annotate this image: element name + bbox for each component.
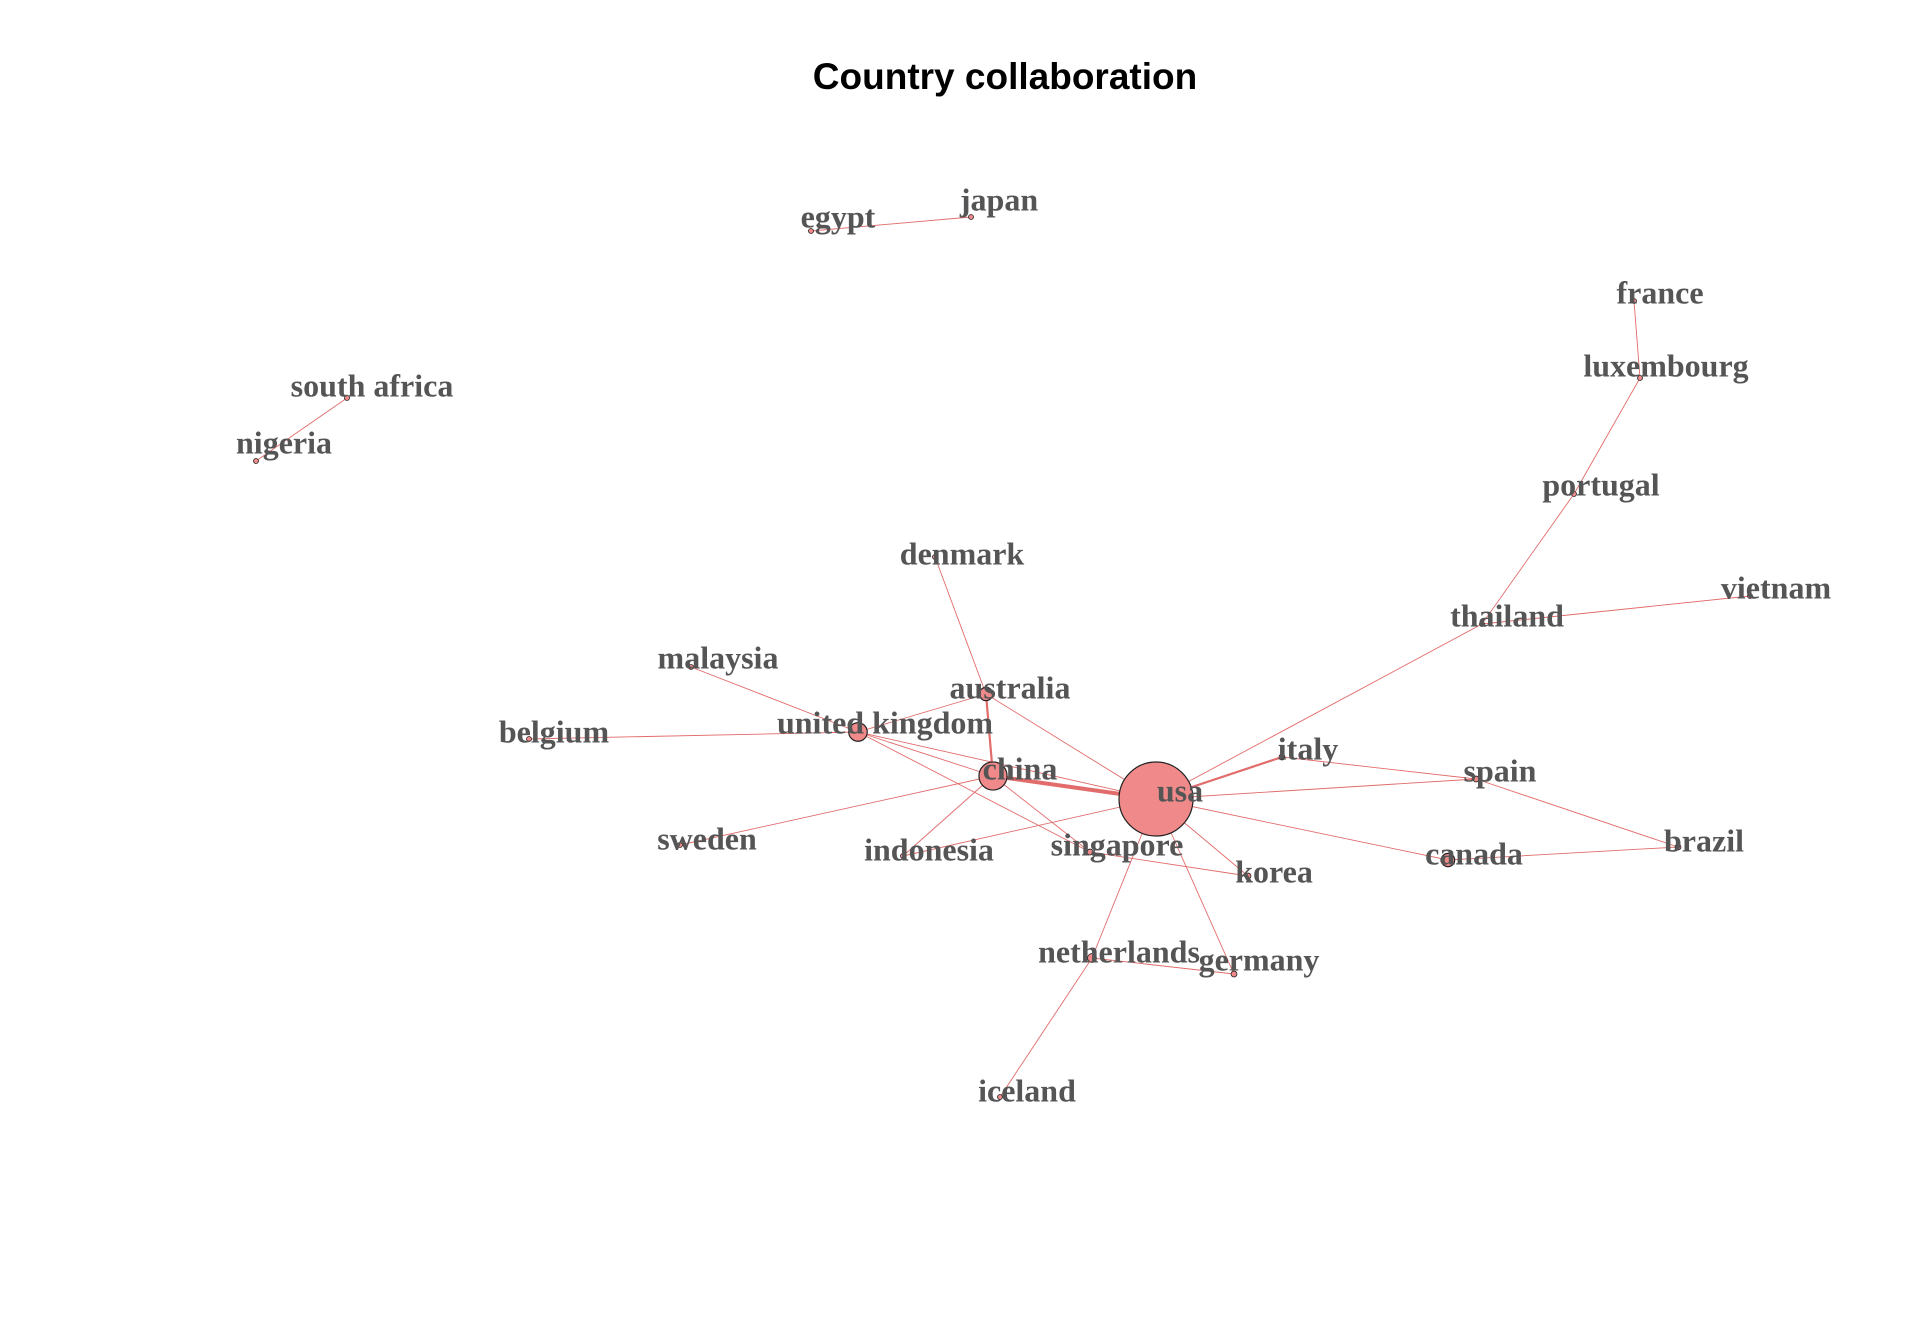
edge-canada-brazil xyxy=(1447,846,1679,861)
node-sweden xyxy=(677,842,683,848)
node-label-denmark: denmark xyxy=(900,535,1025,571)
node-denmark xyxy=(932,554,938,560)
node-south_africa xyxy=(344,395,350,401)
node-label-vietnam: vietnam xyxy=(1721,569,1832,605)
node-korea xyxy=(1244,872,1252,880)
node-nigeria xyxy=(253,458,259,464)
edge-usa-spain xyxy=(1155,778,1477,800)
node-label-luxembourg: luxembourg xyxy=(1583,347,1748,383)
node-vietnam xyxy=(1747,593,1753,599)
node-usa xyxy=(1118,761,1194,837)
node-label-thailand: thailand xyxy=(1450,597,1564,633)
node-label-canada: canada xyxy=(1425,835,1523,871)
edge-egypt-japan xyxy=(810,216,972,232)
edge-china-sweden xyxy=(679,775,994,846)
chart-title: Country collaboration xyxy=(812,56,1198,97)
edge-uk-australia xyxy=(857,693,987,733)
edge-singapore-korea xyxy=(1089,851,1249,877)
edges-layer xyxy=(255,216,1751,1098)
node-spain xyxy=(1472,775,1480,783)
edge-uk-china xyxy=(857,731,994,777)
node-label-indonesia: indonesia xyxy=(864,831,994,867)
node-label-brazil: brazil xyxy=(1664,822,1744,858)
node-uk xyxy=(848,722,868,742)
edge-thailand-portugal xyxy=(1481,493,1575,625)
node-brazil xyxy=(1674,843,1682,851)
edge-uk-singapore xyxy=(857,731,1091,853)
edge-australia-denmark xyxy=(934,556,987,695)
node-belgium xyxy=(526,736,532,742)
edge-usa-uk xyxy=(857,731,1157,800)
node-label-malaysia: malaysia xyxy=(658,639,779,675)
edge-thailand-vietnam xyxy=(1481,595,1751,625)
edge-portugal-luxembourg xyxy=(1573,377,1641,495)
node-label-china: china xyxy=(983,750,1058,786)
node-label-germany: germany xyxy=(1199,941,1320,977)
node-label-uk: united kingdom xyxy=(777,704,993,740)
edge-italy-spain xyxy=(1281,756,1477,780)
edge-south_africa-nigeria xyxy=(255,397,348,462)
node-france xyxy=(1631,298,1637,304)
node-netherlands xyxy=(1087,953,1097,963)
edge-china-singapore xyxy=(992,775,1091,853)
node-label-nigeria: nigeria xyxy=(236,424,332,460)
node-portugal xyxy=(1571,491,1577,497)
node-japan xyxy=(968,214,974,220)
edge-netherlands-iceland xyxy=(999,957,1093,1098)
node-canada xyxy=(1440,852,1456,868)
node-italy xyxy=(1278,753,1286,761)
node-singapore xyxy=(1086,848,1094,856)
edge-usa-indonesia xyxy=(902,798,1157,857)
node-label-japan: japan xyxy=(959,181,1038,217)
node-thailand xyxy=(1479,621,1485,627)
node-germany xyxy=(1230,970,1238,978)
node-label-usa: usa xyxy=(1157,772,1203,808)
node-label-belgium: belgium xyxy=(499,713,610,749)
node-label-australia: australia xyxy=(950,669,1071,705)
node-label-italy: italy xyxy=(1278,730,1338,766)
edge-netherlands-germany xyxy=(1091,957,1235,975)
node-luxembourg xyxy=(1637,375,1643,381)
edge-luxembourg-france xyxy=(1633,300,1641,379)
edge-china-indonesia xyxy=(902,775,994,857)
node-label-spain: spain xyxy=(1464,752,1537,788)
edge-usa-thailand xyxy=(1155,623,1483,800)
node-egypt xyxy=(808,228,814,234)
node-china xyxy=(978,761,1008,791)
node-australia xyxy=(978,686,994,702)
node-label-south_africa: south africa xyxy=(291,367,454,403)
node-malaysia xyxy=(688,664,694,670)
node-label-netherlands: netherlands xyxy=(1038,933,1200,969)
node-indonesia xyxy=(900,853,906,859)
node-label-france: france xyxy=(1616,274,1703,310)
node-label-singapore: singapore xyxy=(1051,826,1184,862)
node-label-korea: korea xyxy=(1235,853,1313,889)
edge-uk-malaysia xyxy=(690,666,859,733)
node-label-portugal: portugal xyxy=(1542,466,1659,502)
edge-usa-canada xyxy=(1155,798,1449,861)
node-label-sweden: sweden xyxy=(657,820,757,856)
nodes-layer xyxy=(253,214,1753,1100)
node-iceland xyxy=(997,1094,1003,1100)
node-label-iceland: iceland xyxy=(978,1072,1076,1108)
edge-uk-belgium xyxy=(528,731,859,740)
node-label-egypt: egypt xyxy=(801,198,876,234)
edge-spain-brazil xyxy=(1475,778,1679,848)
